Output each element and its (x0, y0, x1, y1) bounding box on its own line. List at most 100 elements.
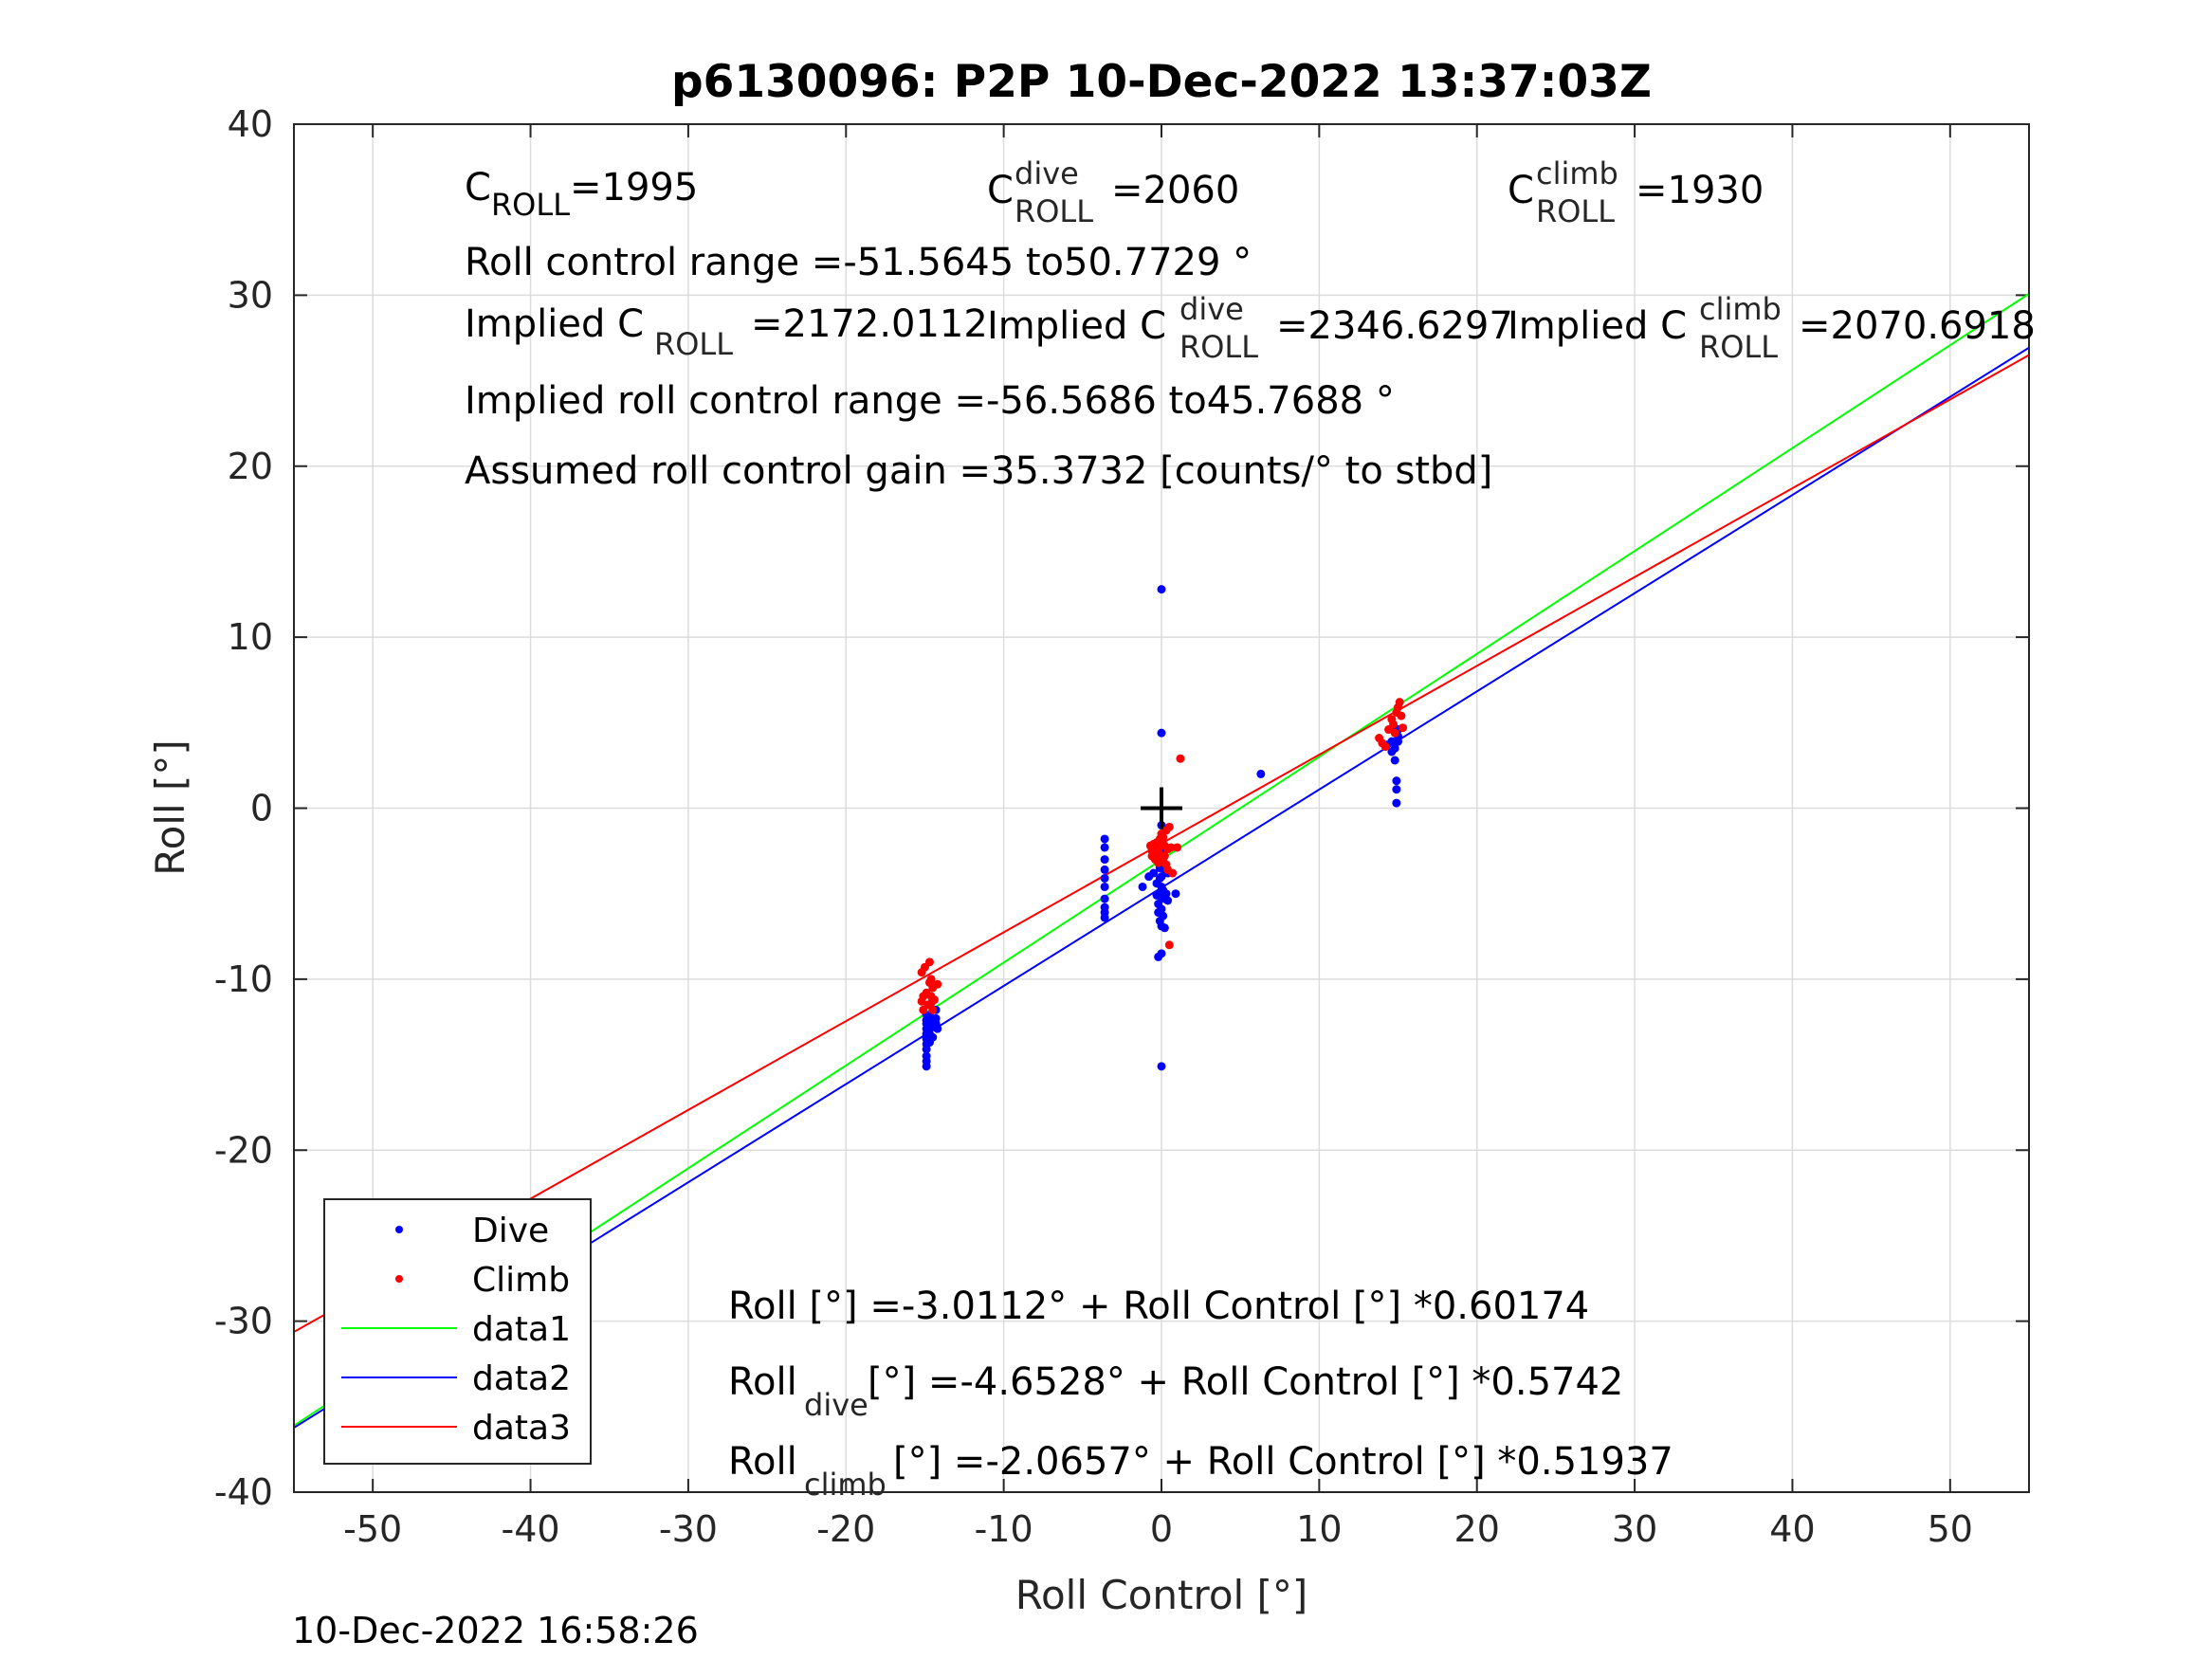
point-climb (1159, 832, 1168, 842)
svg-text:=1930: =1930 (1636, 169, 1764, 212)
svg-text:Implied C: Implied C (1508, 304, 1687, 348)
point-climb (1166, 843, 1176, 852)
timestamp: 10-Dec-2022 16:58:26 (292, 1610, 699, 1651)
y-tick-label: -40 (214, 1471, 273, 1513)
point-dive (1171, 889, 1180, 899)
svg-text:ROLL: ROLL (1699, 329, 1778, 365)
x-tick-label: 30 (1612, 1508, 1657, 1550)
data-points (917, 585, 1408, 1071)
svg-text:[°] =-4.6528° + Roll Control [: [°] =-4.6528° + Roll Control [°] *0.5742 (868, 1360, 1623, 1404)
y-tick-label: -30 (214, 1301, 273, 1342)
point-dive (1392, 798, 1401, 808)
point-dive (922, 1051, 931, 1061)
point-dive (1138, 882, 1147, 891)
x-tick-label: 40 (1769, 1508, 1815, 1550)
roll-control-range: Roll control range =-51.5645 to50.7729 ° (465, 241, 1252, 284)
point-dive (1157, 728, 1166, 738)
c-roll-climb-annotation: C climb ROLL =1930 (1508, 155, 1764, 229)
svg-text:dive: dive (804, 1387, 868, 1423)
point-climb (1164, 822, 1174, 831)
svg-text:Implied C: Implied C (465, 302, 644, 346)
point-climb (1176, 754, 1185, 763)
svg-text:Implied C: Implied C (987, 304, 1166, 348)
point-dive (1157, 872, 1166, 882)
point-climb (1168, 868, 1178, 878)
point-dive (1159, 911, 1168, 921)
legend-box (323, 1198, 592, 1465)
point-dive (1160, 923, 1169, 933)
point-climb (926, 975, 936, 984)
point-climb (933, 979, 942, 989)
axis-ticks: -50 -40 -30 -20 -10 0 10 20 30 40 50 -40 -30 -20 -10 0 1… (214, 103, 2029, 1550)
point-climb (929, 995, 939, 1005)
svg-text:=2060: =2060 (1111, 169, 1239, 212)
point-dive (1100, 894, 1109, 903)
svg-text:ROLL: ROLL (654, 326, 733, 362)
point-climb (1380, 742, 1390, 752)
x-tick-label: -20 (816, 1508, 875, 1550)
point-dive (1149, 868, 1159, 878)
y-tick-label: 0 (250, 788, 273, 830)
c-roll-dive-annotation: C dive ROLL =2060 (987, 155, 1239, 229)
x-tick-label: -30 (659, 1508, 718, 1550)
fit-climb-equation: Roll climb [°] =-2.0657° + Roll Control … (728, 1440, 1673, 1503)
x-axis-label: Roll Control [°] (1015, 1572, 1308, 1618)
x-tick-label: 10 (1296, 1508, 1342, 1550)
svg-text:climb: climb (1699, 291, 1782, 327)
point-dive (1100, 834, 1109, 844)
svg-text:Roll: Roll (728, 1440, 797, 1484)
svg-text:=2070.6918: =2070.6918 (1799, 304, 2036, 348)
center-marker (1141, 787, 1182, 830)
point-dive (1256, 769, 1266, 778)
point-dive (1100, 882, 1109, 891)
point-dive (1100, 873, 1109, 883)
svg-text:[°] =-2.0657° + Roll Control [: [°] =-2.0657° + Roll Control [°] *0.5193… (893, 1440, 1673, 1484)
point-dive (1100, 913, 1109, 922)
assumed-gain: Assumed roll control gain =35.3732 [coun… (465, 449, 1492, 493)
svg-text:C: C (987, 169, 1014, 212)
point-dive (1390, 756, 1399, 765)
point-dive (1157, 949, 1166, 958)
point-dive (1157, 904, 1166, 914)
svg-text:=2172.0112: =2172.0112 (751, 302, 988, 346)
point-dive (1392, 785, 1401, 794)
legend-dive-label: Dive (472, 1212, 549, 1250)
point-climb (1160, 851, 1169, 861)
x-tick-label: -10 (975, 1508, 1033, 1550)
legend: Dive Climb data1 data2 data3 (323, 1198, 592, 1465)
axes-box (293, 123, 2030, 1493)
y-tick-label: -10 (214, 958, 273, 1000)
svg-text:=2346.6297: =2346.6297 (1276, 304, 1513, 348)
x-tick-label: 50 (1928, 1508, 1973, 1550)
point-climb (1395, 698, 1404, 707)
point-climb (1398, 723, 1408, 733)
legend-data1-label: data1 (472, 1310, 571, 1349)
svg-text:climb: climb (804, 1467, 887, 1503)
point-dive (931, 1013, 941, 1023)
point-dive (1387, 737, 1397, 746)
y-tick-label: -20 (214, 1129, 273, 1171)
svg-text:dive: dive (1179, 291, 1244, 327)
legend-dive-marker (395, 1226, 403, 1233)
legend-data3-label: data3 (472, 1409, 571, 1448)
point-dive (1392, 776, 1401, 786)
svg-text:ROLL: ROLL (1536, 193, 1615, 229)
chart-title: p6130096: P2P 10-Dec-2022 13:37:03Z (671, 56, 1652, 108)
y-tick-label: 30 (228, 274, 273, 316)
point-dive (1163, 896, 1173, 905)
point-dive (1100, 865, 1109, 874)
legend-climb-marker (395, 1275, 403, 1283)
x-tick-label: -40 (502, 1508, 560, 1550)
x-tick-label: 20 (1454, 1508, 1500, 1550)
implied-c-roll-annotation: Implied C ROLL =2172.0112 (465, 302, 988, 362)
point-dive (1161, 889, 1171, 899)
y-axis-label: Roll [°] (147, 739, 193, 875)
point-climb (1389, 720, 1398, 729)
svg-text:climb: climb (1536, 155, 1618, 191)
svg-text:ROLL: ROLL (1179, 329, 1258, 365)
point-dive (1100, 843, 1109, 852)
svg-text:C: C (1508, 169, 1534, 212)
y-tick-label: 40 (228, 103, 273, 145)
point-dive (1157, 1062, 1166, 1071)
